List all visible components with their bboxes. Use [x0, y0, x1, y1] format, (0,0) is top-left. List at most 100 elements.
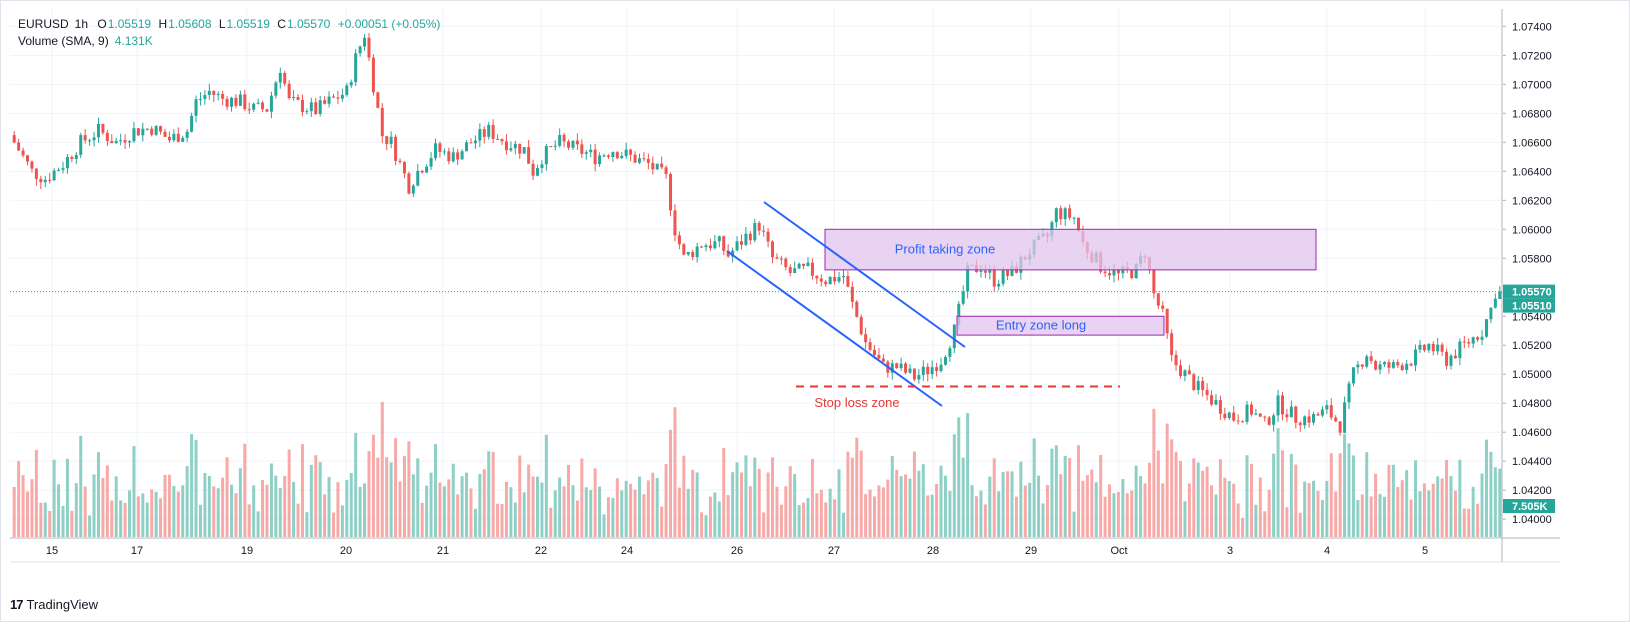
candle — [136, 127, 140, 136]
candle — [518, 143, 522, 160]
candle — [1360, 364, 1364, 370]
volume-bar — [535, 476, 539, 537]
candle — [961, 285, 965, 306]
candle — [793, 261, 797, 274]
candle — [26, 154, 30, 166]
volume-bar — [948, 490, 952, 537]
candle — [642, 151, 646, 162]
candle — [332, 93, 336, 99]
volume-indicator-value: 4.131K — [114, 34, 153, 48]
volume-bar — [837, 469, 841, 537]
time-axis: 15 17 19 20 21 22 24 26 27 28 29 Oct 3 4 5 — [46, 545, 1428, 557]
candle — [589, 144, 593, 158]
candle — [88, 138, 92, 146]
volume-bar — [274, 475, 278, 537]
candle-body — [154, 126, 158, 135]
candle-body — [1360, 364, 1364, 367]
candle-body — [65, 157, 69, 169]
candle — [385, 136, 389, 151]
candle — [677, 231, 681, 250]
candle-body — [637, 158, 641, 163]
candle — [660, 156, 664, 170]
candle-body — [305, 111, 309, 113]
volume-bar — [806, 498, 810, 537]
volume-bar — [549, 507, 553, 537]
candle — [624, 142, 628, 159]
candle — [1440, 342, 1444, 357]
candle-body — [655, 163, 659, 170]
candle-body — [930, 367, 934, 375]
volume-bar — [150, 489, 154, 537]
volume-bar — [771, 457, 775, 537]
candle — [74, 151, 78, 164]
candle — [1396, 359, 1400, 368]
volume-bar — [1427, 490, 1431, 537]
candle — [1130, 268, 1134, 280]
volume-bar — [256, 511, 260, 537]
candle-body — [1068, 208, 1072, 218]
candle — [1382, 361, 1386, 367]
candle-body — [1462, 341, 1466, 343]
candle — [1329, 398, 1333, 421]
volume-bar — [850, 457, 854, 537]
candle-body — [176, 133, 180, 142]
candle-body — [722, 236, 726, 251]
candle-body — [57, 170, 61, 172]
time-tick-label: 3 — [1227, 545, 1233, 557]
candle — [110, 134, 114, 144]
candle-body — [216, 94, 220, 96]
candle — [1498, 286, 1502, 300]
candle — [1063, 206, 1067, 226]
volume-bar — [451, 463, 455, 537]
candle — [708, 238, 712, 251]
candle — [744, 226, 748, 247]
candle — [1445, 348, 1449, 370]
candle-body — [1440, 344, 1444, 352]
volume-bar — [83, 486, 87, 537]
volume-bar — [921, 464, 925, 537]
candle — [1161, 301, 1165, 313]
candle-body — [961, 291, 965, 304]
candle-body — [1391, 362, 1395, 368]
candle-body — [105, 132, 109, 142]
volume-bar — [859, 450, 863, 537]
volume-bar — [154, 491, 158, 537]
candle-body — [1001, 270, 1005, 284]
candle — [469, 138, 473, 144]
candle-body — [664, 167, 668, 175]
candle — [580, 139, 584, 158]
volume-bar — [221, 477, 225, 537]
candle-body — [1072, 217, 1076, 219]
candle-body — [1170, 333, 1174, 355]
candle — [349, 79, 353, 88]
candle-body — [651, 162, 655, 170]
candle — [225, 96, 229, 111]
volume-bar — [1028, 482, 1032, 537]
candle — [34, 168, 38, 186]
volume-bar — [983, 504, 987, 537]
price-tick-label: 1.05800 — [1512, 253, 1552, 265]
symbol-label[interactable]: EURUSD — [18, 17, 69, 31]
candle — [1006, 270, 1010, 281]
volume-bar — [802, 502, 806, 537]
tradingview-logo[interactable]: 17 TradingView — [10, 597, 98, 612]
entry-zone-box — [956, 315, 1165, 336]
candle-body — [309, 102, 313, 112]
volume-bar — [92, 474, 96, 537]
candle-body — [92, 137, 96, 141]
candle — [775, 253, 779, 260]
candle — [487, 121, 491, 140]
candle — [420, 169, 424, 174]
volume-indicator-label[interactable]: Volume (SMA, 9) — [18, 34, 109, 48]
interval-label[interactable]: 1h — [74, 17, 89, 31]
candle-body — [243, 94, 247, 110]
candle-body — [394, 136, 398, 161]
candle-body — [83, 135, 87, 141]
candle — [695, 242, 699, 263]
candle — [1196, 376, 1200, 395]
candle — [363, 33, 367, 51]
chart-legend: EURUSD 1h O1.05519 H1.05608 L1.05519 C1.0… — [18, 16, 444, 50]
candle — [411, 183, 415, 198]
candle-body — [252, 103, 256, 110]
